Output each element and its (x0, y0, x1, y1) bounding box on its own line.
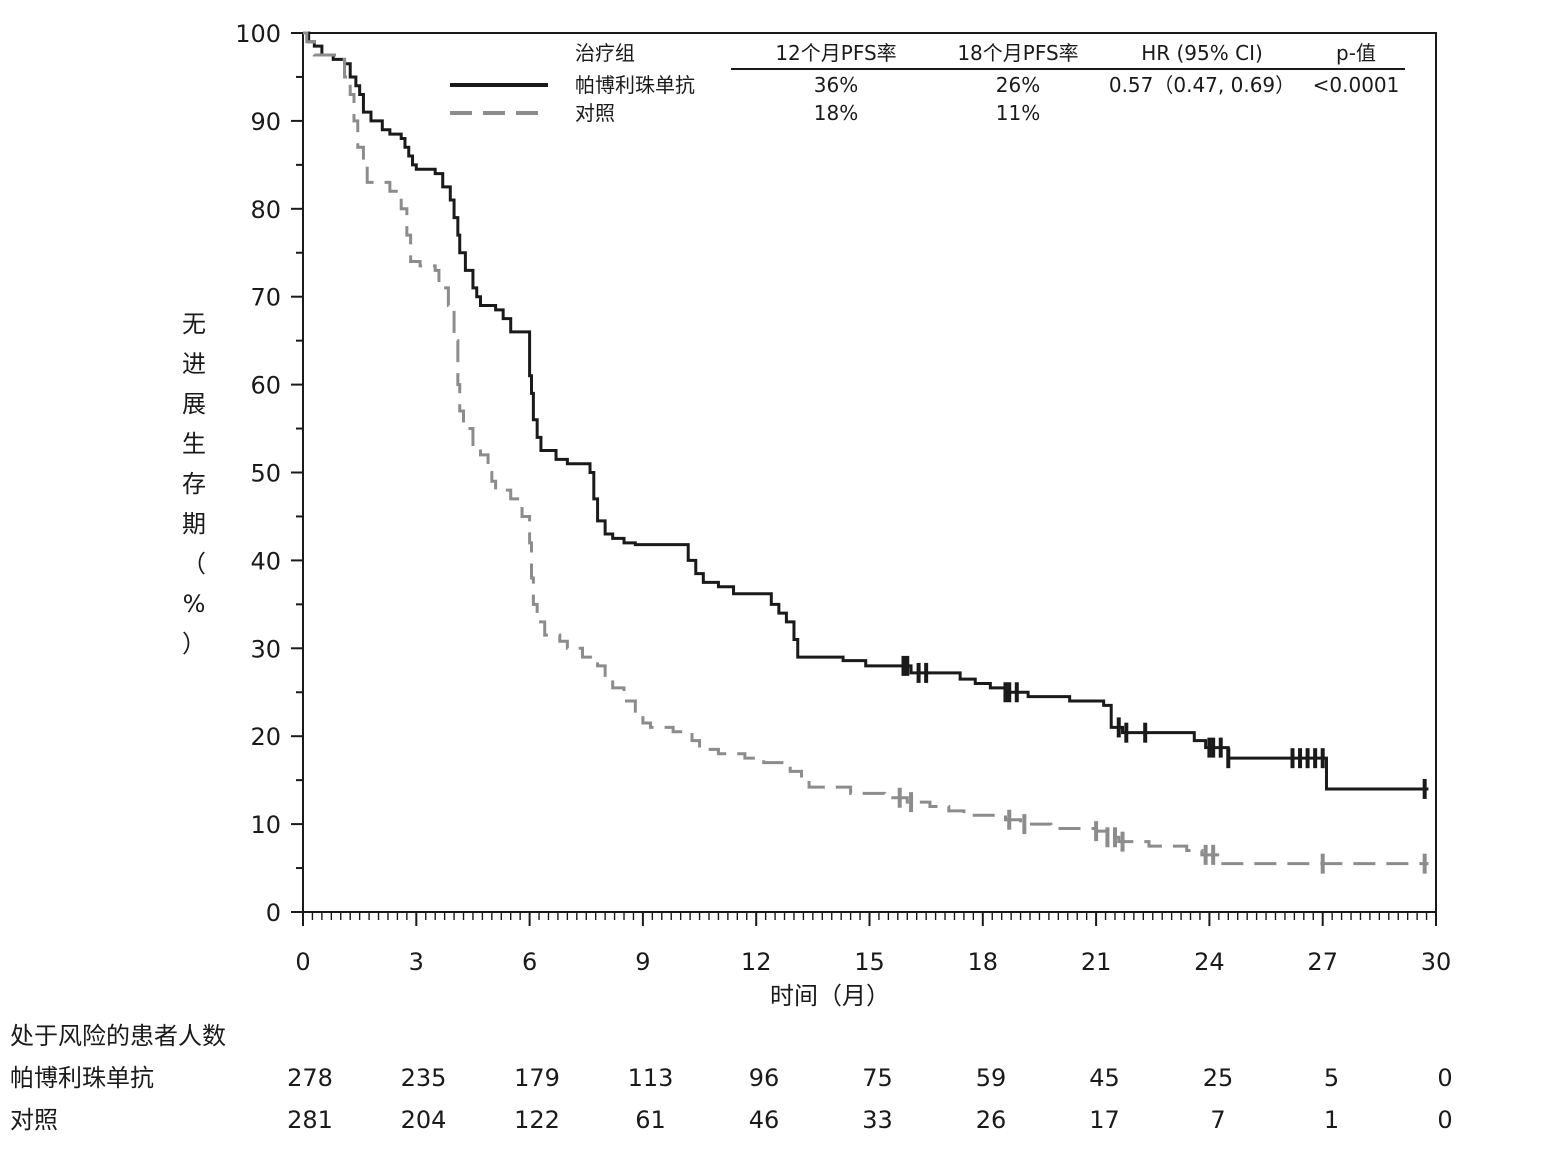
series-layer (303, 31, 1429, 874)
y-tick-label: 10 (250, 811, 281, 839)
y-axis-title: 无进展生存期（%） (182, 310, 206, 658)
plot-border (302, 32, 1437, 913)
y-axis: 0 10 20 30 40 50 60 70 80 90 100 (235, 20, 303, 927)
y-tick-label: 100 (235, 20, 281, 48)
risk-table-title: 处于风险的患者人数 (10, 1022, 226, 1050)
risk-row-label: 帕博利珠单抗 (10, 1064, 154, 1092)
x-tick-label: 12 (741, 948, 772, 976)
x-tick-label: 24 (1194, 948, 1225, 976)
risk-value: 25 (1203, 1064, 1234, 1092)
x-tick-label: 9 (635, 948, 650, 976)
y-tick-label: 50 (250, 460, 281, 488)
x-tick-label: 0 (295, 948, 310, 976)
legend-row-col4: <0.0001 (1313, 73, 1400, 97)
y-tick-label: 70 (250, 284, 281, 312)
x-tick-label: 15 (854, 948, 885, 976)
risk-value: 45 (1089, 1064, 1120, 1092)
x-axis-title: 时间（月） (770, 982, 890, 1010)
legend-header-col3: HR (95% CI) (1141, 41, 1263, 65)
risk-value: 61 (635, 1106, 666, 1134)
y-tick-label: 30 (250, 635, 281, 663)
risk-value: 0 (1437, 1106, 1452, 1134)
x-tick-label: 18 (968, 948, 999, 976)
legend-header-group: 治疗组 (575, 41, 635, 65)
risk-value: 33 (862, 1106, 893, 1134)
risk-value: 17 (1089, 1106, 1120, 1134)
risk-value: 46 (749, 1106, 780, 1134)
risk-value: 26 (976, 1106, 1007, 1134)
risk-value: 0 (1437, 1064, 1452, 1092)
series-line-0 (303, 31, 1429, 791)
y-tick-label: 40 (250, 547, 281, 575)
risk-value: 113 (628, 1064, 674, 1092)
legend-row-name: 帕博利珠单抗 (575, 73, 695, 97)
risk-value: 5 (1324, 1064, 1339, 1092)
risk-value: 96 (749, 1064, 780, 1092)
risk-value: 235 (401, 1064, 447, 1092)
legend-row-col2: 26% (996, 73, 1040, 97)
risk-row-label: 对照 (10, 1106, 58, 1134)
risk-value: 1 (1324, 1106, 1339, 1134)
legend-header-col1: 12个月PFS率 (775, 41, 896, 65)
risk-value: 281 (287, 1106, 333, 1134)
y-tick-label: 0 (266, 899, 281, 927)
legend-row-col1: 36% (814, 73, 858, 97)
x-tick-label: 27 (1307, 948, 1338, 976)
legend-row-col3: 0.57（0.47, 0.69） (1109, 73, 1295, 97)
y-tick-label: 20 (250, 723, 281, 751)
risk-value: 75 (862, 1064, 893, 1092)
risk-value: 278 (287, 1064, 333, 1092)
risk-value: 122 (514, 1106, 560, 1134)
x-axis: 0 3 6 9 12 15 18 21 24 27 30 (295, 912, 1451, 976)
x-tick-label: 21 (1081, 948, 1112, 976)
y-tick-label: 60 (250, 372, 281, 400)
risk-value: 7 (1210, 1106, 1225, 1134)
legend-header-col4: p-值 (1336, 41, 1376, 65)
risk-value: 59 (976, 1064, 1007, 1092)
risk-value: 179 (514, 1064, 560, 1092)
y-axis-title-text: 无进展生存期（%） (182, 310, 206, 658)
x-tick-label: 30 (1421, 948, 1452, 976)
legend-row-col1: 18% (814, 101, 858, 125)
x-tick-label: 3 (409, 948, 424, 976)
y-tick-label: 90 (250, 108, 281, 136)
risk-value: 204 (401, 1106, 447, 1134)
legend-header-col2: 18个月PFS率 (957, 41, 1078, 65)
legend-row-name: 对照 (575, 101, 615, 125)
y-tick-label: 80 (250, 196, 281, 224)
plot-frame (302, 32, 1437, 913)
series-line-1 (303, 31, 1429, 866)
x-tick-label: 6 (522, 948, 537, 976)
legend-row-col2: 11% (996, 101, 1040, 125)
